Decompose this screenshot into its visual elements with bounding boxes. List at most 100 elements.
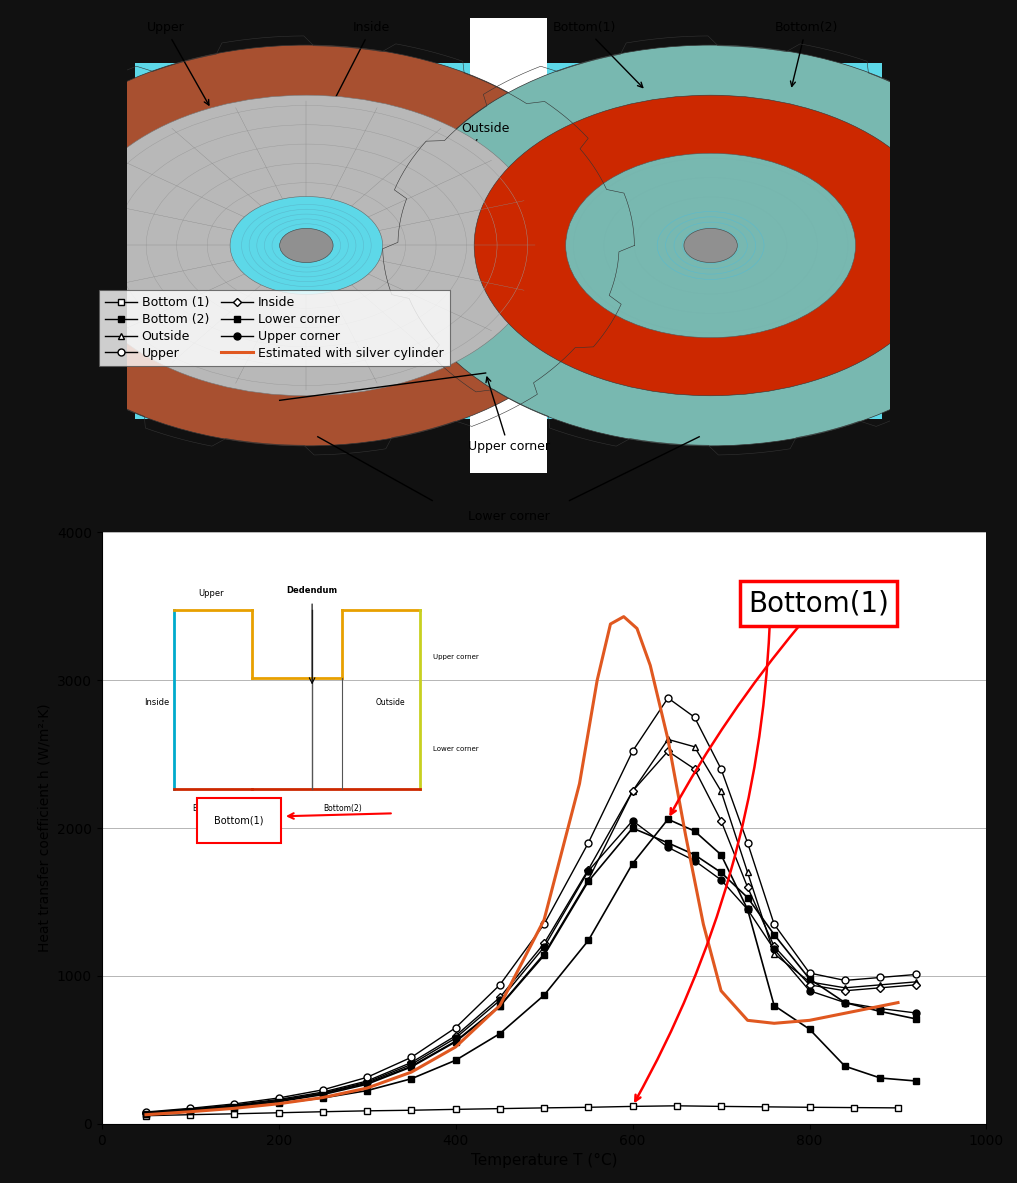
- Lower corner: [689, 847, 701, 861]
- Bottom (2): [909, 1074, 921, 1088]
- Outside: [405, 1059, 417, 1073]
- Lower corner: [741, 891, 754, 905]
- Upper corner: [184, 1103, 196, 1117]
- Line: Bottom (2): Bottom (2): [142, 816, 919, 1118]
- Inside: [361, 1074, 373, 1088]
- Inside: [626, 784, 639, 799]
- Y-axis label: Heat transfer coefficient h (W/m²·K): Heat transfer coefficient h (W/m²·K): [38, 704, 51, 952]
- Outside: [741, 866, 754, 880]
- Upper: [583, 835, 595, 849]
- Bottom (1): [583, 1100, 595, 1114]
- Legend: Bottom (1), Bottom (2), Outside, Upper, Inside, Lower corner, Upper corner, Esti: Bottom (1), Bottom (2), Outside, Upper, …: [99, 290, 450, 366]
- Text: Bottom(1): Bottom(1): [553, 21, 643, 88]
- Bottom (2): [803, 1022, 816, 1036]
- Inside: [803, 977, 816, 991]
- Upper corner: [405, 1058, 417, 1072]
- Outside: [803, 975, 816, 989]
- Outside: [273, 1093, 285, 1107]
- Upper corner: [494, 994, 506, 1008]
- Line: Upper corner: Upper corner: [142, 817, 919, 1117]
- Bottom (2): [741, 903, 754, 917]
- Text: Upper: Upper: [146, 21, 208, 105]
- Upper corner: [768, 942, 780, 956]
- Bottom (1): [494, 1101, 506, 1116]
- Bottom (1): [184, 1107, 196, 1121]
- Upper: [875, 970, 887, 984]
- Upper: [317, 1082, 330, 1097]
- Line: Upper: Upper: [142, 694, 919, 1116]
- Upper: [689, 710, 701, 724]
- Bottom (2): [273, 1097, 285, 1111]
- Estimated with silver cylinder: [273, 1097, 285, 1111]
- Upper: [741, 835, 754, 849]
- Bottom (1): [715, 1099, 727, 1113]
- Line: Outside: Outside: [142, 736, 919, 1117]
- Outside: [583, 873, 595, 887]
- Ellipse shape: [474, 95, 947, 396]
- Bottom (2): [689, 823, 701, 838]
- Outside: [839, 981, 851, 995]
- Inside: [140, 1105, 153, 1119]
- Text: Bottom(2): Bottom(2): [774, 21, 838, 86]
- Upper: [715, 762, 727, 776]
- Estimated with silver cylinder: [228, 1101, 241, 1116]
- Upper corner: [273, 1093, 285, 1107]
- Outside: [140, 1106, 153, 1120]
- Ellipse shape: [684, 228, 737, 263]
- Lower corner: [839, 995, 851, 1009]
- Ellipse shape: [0, 45, 619, 446]
- Inside: [662, 744, 674, 758]
- Lower corner: [626, 821, 639, 835]
- Upper corner: [450, 1030, 462, 1046]
- Bottom (1): [405, 1103, 417, 1117]
- Lower corner: [450, 1035, 462, 1049]
- Upper: [909, 968, 921, 982]
- Upper corner: [909, 1006, 921, 1020]
- Bottom (1): [273, 1106, 285, 1120]
- Upper: [140, 1105, 153, 1119]
- Outside: [228, 1099, 241, 1113]
- Lower corner: [662, 835, 674, 849]
- Estimated with silver cylinder: [494, 998, 506, 1013]
- Upper: [626, 744, 639, 758]
- Lower corner: [715, 866, 727, 880]
- Outside: [768, 946, 780, 961]
- Inside: [839, 983, 851, 997]
- Bottom (1): [228, 1107, 241, 1121]
- Inside: [450, 1029, 462, 1043]
- Estimated with silver cylinder: [644, 658, 656, 672]
- Outside: [909, 975, 921, 989]
- Outside: [361, 1077, 373, 1091]
- Estimated with silver cylinder: [604, 618, 616, 632]
- Upper corner: [803, 983, 816, 997]
- Bottom (2): [317, 1091, 330, 1105]
- Upper: [494, 977, 506, 991]
- Estimated with silver cylinder: [662, 732, 674, 746]
- Estimated with silver cylinder: [848, 1004, 860, 1019]
- Upper corner: [583, 864, 595, 878]
- Outside: [184, 1103, 196, 1117]
- Text: Bottom(1): Bottom(1): [215, 816, 263, 826]
- Bottom (1): [317, 1105, 330, 1119]
- Outside: [626, 784, 639, 799]
- Text: Outside: Outside: [427, 122, 510, 206]
- Upper corner: [741, 903, 754, 917]
- Upper corner: [626, 814, 639, 828]
- Bottom (1): [671, 1099, 683, 1113]
- Bottom (2): [361, 1084, 373, 1098]
- Bottom (1): [450, 1103, 462, 1117]
- Upper: [839, 974, 851, 988]
- Ellipse shape: [70, 95, 543, 396]
- Estimated with silver cylinder: [715, 983, 727, 997]
- Inside: [228, 1098, 241, 1112]
- Estimated with silver cylinder: [631, 621, 643, 635]
- Inside: [875, 981, 887, 995]
- Upper corner: [715, 873, 727, 887]
- Upper corner: [317, 1086, 330, 1100]
- Lower corner: [184, 1104, 196, 1118]
- Inside: [538, 937, 550, 951]
- Estimated with silver cylinder: [617, 609, 630, 623]
- Upper corner: [875, 1001, 887, 1015]
- Bar: [547, 64, 883, 419]
- Bottom (2): [839, 1059, 851, 1073]
